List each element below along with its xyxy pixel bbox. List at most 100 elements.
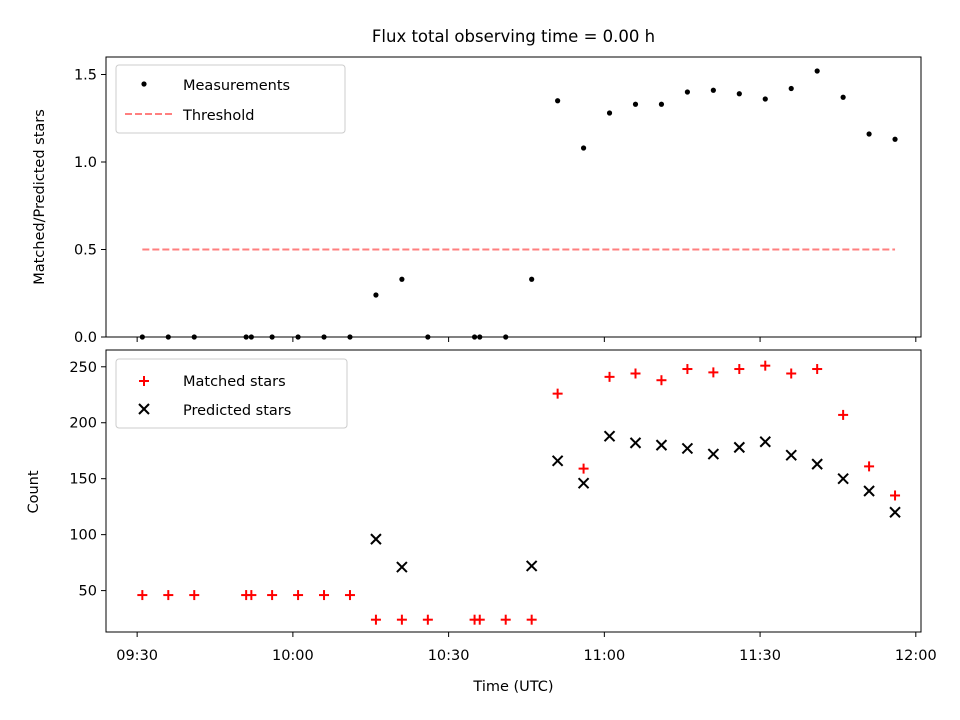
predicted-stars-point [551, 455, 564, 467]
count-y-axis-label: Count [26, 470, 42, 513]
y-tick-label: 150 [69, 472, 97, 488]
ratio-series [139, 68, 898, 340]
measurement-point [295, 334, 301, 340]
count-panel: 50 100 150 200 250 09:30 10:00 10:30 11:00 11:30… [26, 349, 937, 695]
predicted-stars-point [837, 472, 849, 485]
ratio-y-axis-label: Matched/Predicted stars [32, 109, 48, 285]
ratio-panel: 0.0 0.5 1.0 1.5 Matched/Predicted stars Mea… [32, 56, 922, 346]
x-tick-label: 12:00 [895, 648, 937, 664]
measurement-point [658, 101, 665, 107]
measurement-point [399, 276, 405, 282]
matched-stars-point [604, 371, 615, 382]
ratio-y-ticks: 0.0 0.5 1.0 1.5 [74, 68, 106, 346]
count-x-axis-label: Time (UTC) [472, 679, 553, 695]
predicted-stars-point [396, 561, 408, 573]
matched-stars-point [422, 614, 433, 625]
y-tick-label: 250 [69, 360, 97, 376]
count-panel-frame [105, 349, 922, 633]
measurement-point [321, 334, 327, 340]
measurement-point [762, 96, 768, 102]
matched-stars-point [890, 490, 901, 501]
measurement-point [866, 131, 872, 137]
matched-stars-point [267, 590, 278, 601]
legend-threshold-label: Threshold [182, 108, 254, 124]
y-tick-label: 100 [69, 528, 97, 544]
matched-stars-point [552, 388, 563, 399]
predicted-stars-point [577, 477, 590, 489]
matched-stars-point [500, 614, 511, 625]
count-series [137, 360, 901, 625]
ratio-legend: Measurements Threshold [115, 64, 346, 134]
predicted-stars-point [863, 485, 875, 497]
y-tick-label: 0.0 [74, 330, 97, 346]
measurement-point [165, 334, 171, 340]
matched-stars-point [578, 463, 589, 474]
matched-stars-point [526, 614, 537, 625]
matched-stars-point [246, 590, 257, 601]
measurement-point [632, 101, 639, 107]
y-tick-label: 50 [79, 584, 97, 600]
legend-matched-marker [139, 376, 149, 386]
y-tick-label: 200 [69, 416, 97, 432]
legend-predicted-marker [138, 403, 150, 415]
matched-stars-point [760, 360, 771, 371]
measurement-point [814, 68, 820, 74]
matched-stars-point [838, 409, 849, 420]
matched-stars-point [370, 614, 381, 625]
measurement-point [710, 87, 716, 93]
ratio-panel-frame [105, 56, 922, 338]
measurement-point [580, 145, 587, 151]
x-tick-label: 11:00 [583, 648, 625, 664]
x-tick-label: 10:30 [428, 648, 470, 664]
count-x-ticks: 09:30 10:00 10:30 11:00 11:30 12:00 [116, 632, 937, 664]
count-y-ticks: 50 100 150 200 250 [69, 360, 106, 600]
measurement-point [736, 91, 742, 97]
measurement-point [425, 334, 431, 340]
ratio-x-ticks [136, 337, 917, 342]
legend-matched-label: Matched stars [183, 374, 286, 390]
measurement-point [139, 334, 145, 340]
measurement-point [529, 276, 535, 282]
predicted-stars-point [707, 448, 720, 460]
matched-stars-point [708, 367, 719, 378]
measurement-point [892, 136, 898, 142]
y-tick-label: 0.5 [74, 243, 97, 259]
matched-stars-point [189, 590, 200, 601]
matched-stars-point [474, 614, 485, 625]
matched-stars-point [734, 364, 745, 375]
measurement-point [243, 334, 249, 340]
y-tick-label: 1.0 [74, 155, 97, 171]
matched-stars-point [137, 590, 148, 601]
count-legend: Matched stars Predicted stars [115, 358, 348, 429]
predicted-stars-point [525, 560, 538, 572]
measurement-point [684, 89, 691, 95]
x-tick-label: 09:30 [116, 648, 158, 664]
x-tick-label: 11:30 [739, 648, 781, 664]
matched-stars-point [682, 364, 693, 375]
predicted-stars-point [629, 437, 642, 449]
matched-stars-point [656, 375, 667, 386]
matched-stars-point [163, 590, 174, 601]
predicted-stars-point [759, 436, 771, 448]
chart-title: Flux total observing time = 0.00 h [372, 27, 655, 46]
predicted-stars-point [733, 441, 746, 454]
predicted-stars-point [603, 430, 616, 442]
measurement-point [248, 334, 254, 340]
measurement-point [471, 334, 478, 340]
legend-measurements-label: Measurements [183, 78, 290, 94]
measurement-point [503, 334, 509, 340]
predicted-stars-point [811, 458, 823, 470]
matched-stars-point [786, 368, 797, 379]
predicted-stars-point [681, 442, 694, 455]
matched-stars-point [630, 368, 641, 379]
measurement-point [373, 292, 379, 298]
measurement-point [191, 334, 197, 340]
predicted-stars-point [370, 533, 382, 545]
x-tick-label: 10:00 [272, 648, 314, 664]
matched-stars-point [293, 590, 304, 601]
matched-stars-point [812, 364, 823, 375]
measurement-point [477, 334, 483, 340]
matched-stars-point [344, 590, 355, 601]
measurement-point [269, 334, 275, 340]
